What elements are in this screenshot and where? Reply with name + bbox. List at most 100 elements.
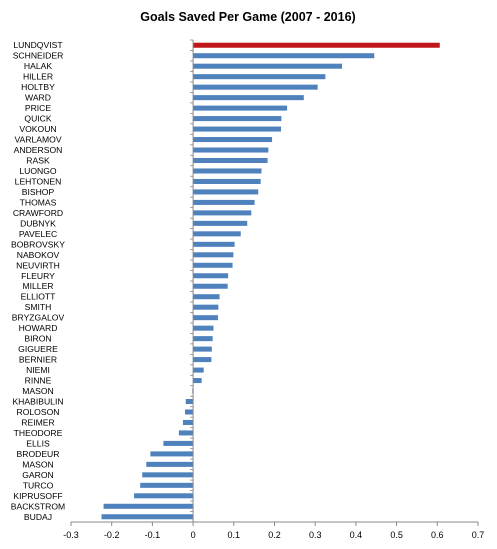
bar-halak-2: [193, 63, 343, 69]
bar-lundqvist-0: [193, 42, 440, 48]
bar-dubnyk-17: [193, 220, 248, 226]
x-tick-label: 0.1: [228, 530, 241, 540]
category-label-luongo-12: LUONGO: [19, 166, 57, 176]
category-label-giguere-29: GIGUERE: [18, 344, 58, 354]
bar-garon-41: [142, 472, 194, 478]
category-label-garon-41: GARON: [22, 470, 54, 480]
bar-schneider-1: [193, 53, 375, 59]
bar-holtby-4: [193, 84, 318, 90]
category-label-khabibulin-34: KHABIBULIN: [12, 397, 63, 407]
category-label-bobrovsky-19: BOBROVSKY: [11, 239, 65, 249]
bar-hiller-3: [193, 74, 326, 80]
category-label-ellis-38: ELLIS: [26, 438, 50, 448]
category-label-roloson-35: ROLOSON: [17, 407, 60, 417]
category-label-neuvirth-21: NEUVIRTH: [16, 260, 60, 270]
x-tick-label: 0.2: [268, 530, 281, 540]
bar-bobrovsky-19: [193, 241, 235, 247]
chart-title: Goals Saved Per Game (2007 - 2016): [140, 10, 355, 24]
bar-fleury-22: [193, 273, 229, 279]
bar-howard-27: [193, 325, 214, 331]
bar-brodeur-39: [150, 451, 194, 457]
category-label-rask-11: RASK: [26, 156, 50, 166]
category-label-smith-25: SMITH: [25, 302, 52, 312]
x-tick-label: 0.6: [431, 530, 444, 540]
bar-biron-28: [193, 336, 213, 342]
bars-layer: [101, 42, 440, 520]
x-tick-label: 0.3: [309, 530, 322, 540]
category-label-bryzgalov-26: BRYZGALOV: [12, 313, 65, 323]
category-label-budaj-45: BUDAJ: [24, 512, 52, 522]
category-label-bishop-14: BISHOP: [22, 187, 55, 197]
x-tick-label: -0.3: [63, 530, 79, 540]
category-label-hiller-3: HILLER: [23, 72, 53, 82]
category-label-miller-23: MILLER: [22, 281, 53, 291]
bar-thomas-15: [193, 199, 255, 205]
x-tick-label: -0.2: [104, 530, 120, 540]
category-label-theodore-37: THEODORE: [14, 428, 63, 438]
category-label-lehtonen-13: LEHTONEN: [15, 176, 62, 186]
bar-bishop-14: [193, 189, 259, 195]
category-label-quick-7: QUICK: [24, 114, 51, 124]
bar-rask-11: [193, 157, 268, 164]
category-label-brodeur-39: BRODEUR: [17, 449, 60, 459]
category-label-nabokov-20: NABOKOV: [17, 250, 60, 260]
category-label-lundqvist-0: LUNDQVIST: [13, 40, 63, 50]
bar-varlamov-9: [193, 137, 273, 143]
category-label-mason-40: MASON: [22, 459, 54, 469]
category-label-kiprusoff-43: KIPRUSOFF: [13, 491, 62, 501]
bar-vokoun-8: [193, 126, 282, 132]
bar-reimer-36: [182, 419, 194, 425]
bar-khabibulin-34: [185, 398, 194, 405]
bar-elliott-24: [193, 294, 220, 300]
bar-roloson-35: [184, 409, 194, 415]
category-label-halak-2: HALAK: [24, 61, 52, 71]
category-label-niemi-31: NIEMI: [26, 365, 50, 375]
x-tick-label: 0.5: [390, 530, 403, 540]
bar-nabokov-20: [193, 252, 234, 258]
x-axis: -0.3 -0.2 -0.1 0 0.1 0.2 0.3 0.4 0.5 0.6 0.7: [63, 39, 485, 540]
category-label-mason-33: MASON: [22, 386, 54, 396]
bar-budaj-45: [101, 514, 194, 520]
x-tick-label: 0.4: [350, 530, 363, 540]
bar-turco-42: [140, 482, 194, 488]
category-label-howard-27: HOWARD: [19, 323, 58, 333]
bar-pavelec-18: [193, 231, 241, 237]
bar-giguere-29: [193, 346, 212, 352]
category-label-vokoun-8: VOKOUN: [19, 124, 56, 134]
bar-crawford-16: [193, 210, 252, 216]
bar-kiprusoff-43: [134, 493, 194, 499]
bar-ward-5: [193, 95, 304, 101]
category-label-holtby-4: HOLTBY: [21, 82, 55, 92]
x-tick-label: -0.1: [145, 530, 161, 540]
bar-price-6: [193, 105, 288, 111]
x-tick-label: 0.7: [472, 530, 485, 540]
category-label-reimer-36: REIMER: [21, 417, 54, 427]
category-label-pavelec-18: PAVELEC: [19, 229, 57, 239]
category-label-fleury-22: FLEURY: [21, 271, 55, 281]
category-label-turco-42: TURCO: [23, 480, 54, 490]
bar-theodore-37: [178, 430, 194, 436]
category-label-ward-5: WARD: [25, 93, 51, 103]
bar-lehtonen-13: [193, 178, 261, 184]
bar-anderson-10: [193, 147, 269, 153]
category-label-dubnyk-17: DUBNYK: [20, 218, 56, 228]
category-label-thomas-15: THOMAS: [20, 197, 57, 207]
category-label-anderson-10: ANDERSON: [14, 145, 63, 155]
category-label-schneider-1: SCHNEIDER: [13, 51, 64, 61]
category-label-elliott-24: ELLIOTT: [21, 292, 57, 302]
bar-smith-25: [193, 304, 219, 310]
x-tick-label: 0: [191, 530, 196, 540]
category-label-bernier-30: BERNIER: [19, 355, 57, 365]
bar-luongo-12: [193, 168, 262, 174]
category-label-crawford-16: CRAWFORD: [13, 208, 63, 218]
category-label-rinne-32: RINNE: [25, 376, 52, 386]
category-label-backstrom-44: BACKSTROM: [11, 501, 65, 511]
bar-backstrom-44: [103, 503, 194, 509]
bar-ellis-38: [163, 440, 194, 446]
bar-miller-23: [193, 283, 228, 289]
bar-bernier-30: [193, 357, 212, 363]
category-label-varlamov-9: VARLAMOV: [14, 135, 61, 145]
